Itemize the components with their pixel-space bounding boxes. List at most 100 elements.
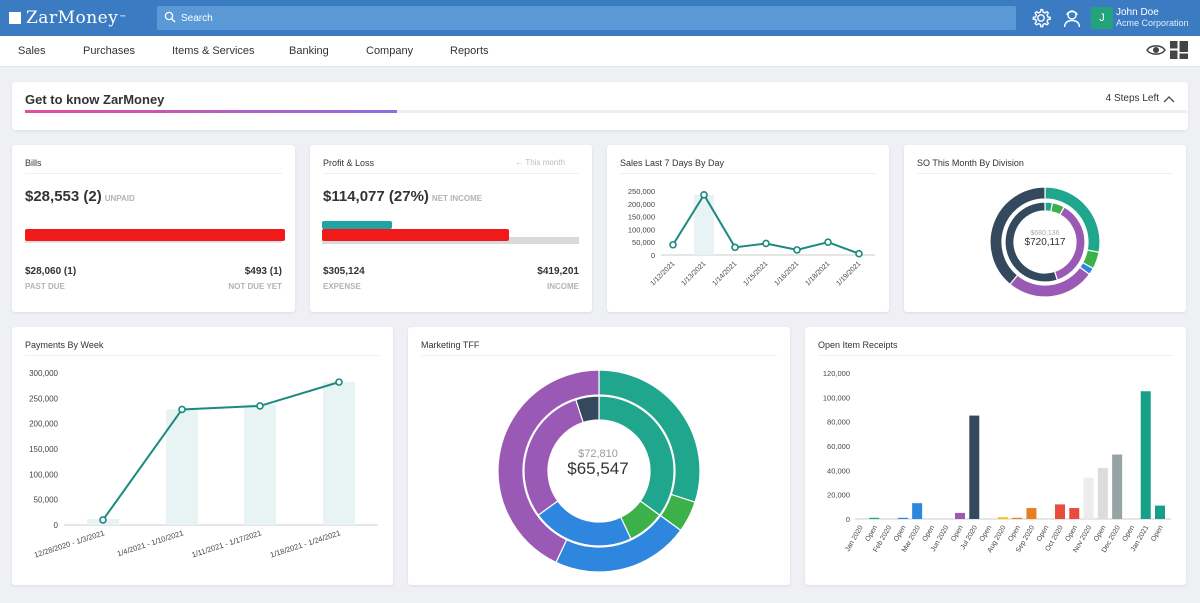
y-tick-label: 120,000	[823, 369, 850, 378]
payments-week-card: Payments By Week 300,000 250,000 200,000 15…	[12, 327, 393, 585]
card-title: SO This Month By Division	[917, 158, 1024, 168]
user-name[interactable]: John Doe	[1116, 7, 1159, 18]
gear-icon[interactable]	[1030, 7, 1052, 29]
x-tick-label: 1/11/2021 - 1/17/2021	[191, 528, 263, 559]
avatar[interactable]: J	[1091, 7, 1113, 29]
bar	[1069, 508, 1080, 519]
x-tick-label: 1/12/2021	[649, 260, 676, 287]
inner-donut-slice	[575, 395, 600, 424]
highlight-bar	[694, 194, 714, 255]
card-title: Sales Last 7 Days By Day	[620, 158, 725, 168]
bar	[1012, 517, 1023, 519]
divider	[25, 355, 380, 356]
bar	[955, 512, 965, 519]
x-tick-label: Open	[922, 524, 937, 542]
bar	[1140, 391, 1151, 519]
y-tick-label: 60,000	[827, 442, 850, 451]
nav-company[interactable]: Company	[366, 45, 414, 57]
expense-label: EXPENSE	[323, 282, 361, 291]
y-tick-label: 100,000	[823, 393, 850, 402]
y-tick-label: 150,000	[29, 445, 58, 454]
x-tick-label: 1/18/2021 - 1/24/2021	[269, 528, 342, 559]
card-title: Bills	[25, 158, 42, 168]
get-to-know-panel[interactable]: Get to know ZarMoney 4 Steps Left	[12, 82, 1188, 130]
nav-items-services[interactable]: Items & Services	[172, 45, 255, 57]
search-icon	[164, 11, 176, 23]
steps-left[interactable]: 4 Steps Left	[1105, 93, 1159, 104]
eye-icon[interactable]	[1146, 43, 1166, 57]
card-title: Profit & Loss	[323, 158, 375, 168]
data-point	[824, 238, 832, 246]
past-due-label: PAST DUE	[25, 282, 65, 291]
x-tick-label: Open	[950, 524, 965, 542]
x-tick-label: 1/19/2021	[835, 260, 862, 287]
x-tick-label: Open	[1007, 524, 1022, 542]
donut-primary-value: $720,117	[1024, 237, 1066, 248]
period-selector[interactable]: ← This month	[515, 158, 565, 167]
get-to-know-title: Get to know ZarMoney	[25, 92, 165, 107]
y-tick-label: 0	[846, 515, 850, 524]
data-point	[731, 243, 739, 252]
data-point	[762, 239, 770, 248]
so-division-donut	[989, 186, 1101, 298]
data-point	[700, 191, 708, 199]
outer-donut-slice	[497, 369, 600, 564]
divider	[917, 173, 1173, 174]
x-tick-label: Open	[893, 524, 908, 542]
y-tick-label: 200,000	[29, 420, 58, 429]
bills-unpaid-amount: $28,553 (2) UNPAID	[25, 188, 135, 205]
y-tick-label: 0	[651, 251, 655, 260]
bills-past-due-bar	[25, 229, 286, 241]
data-point	[256, 402, 264, 410]
bar	[997, 517, 1008, 519]
expense-bar	[322, 229, 509, 241]
donut-primary-value: $65,547	[567, 459, 629, 478]
x-tick-label: 1/18/2021	[804, 260, 831, 287]
bills-unpaid-label: UNPAID	[104, 194, 135, 203]
nav-purchases[interactable]: Purchases	[83, 45, 135, 57]
data-point	[178, 405, 186, 414]
x-tick-label: Open	[1093, 524, 1108, 542]
bar	[1083, 477, 1094, 519]
bar	[244, 404, 276, 525]
so-division-card: SO This Month By Division $680,136 $720,…	[904, 145, 1186, 312]
open-receipts-card: Open Item Receipts 120,000 100,000 80,000 6…	[805, 327, 1186, 585]
user-support-icon[interactable]	[1061, 7, 1083, 29]
net-income-amount: $114,077 (27%) NET INCOME	[323, 188, 483, 205]
income-label: INCOME	[547, 282, 579, 291]
divider	[323, 173, 579, 174]
nav-banking[interactable]: Banking	[289, 45, 329, 57]
dashboard-layout-icon[interactable]	[1170, 41, 1188, 59]
y-tick-label: 200,000	[628, 200, 655, 209]
bills-card: Bills $28,553 (2) UNPAID $28,060 (1) PAST…	[12, 145, 295, 312]
inner-donut-slice	[1004, 201, 1059, 283]
x-tick-label: Open	[1036, 524, 1051, 542]
x-tick-label: Open	[979, 524, 994, 542]
nav-sales[interactable]: Sales	[18, 45, 46, 57]
x-tick-label: 1/4/2021 - 1/10/2021	[116, 528, 185, 558]
user-organization: Acme Corporation	[1116, 18, 1189, 28]
expense-amount: $305,124	[323, 266, 365, 277]
app-logo[interactable]: ZarMoney ™	[9, 8, 127, 28]
marketing-tff-donut	[497, 369, 701, 573]
chevron-up-icon[interactable]	[1163, 95, 1175, 103]
x-tick-label: 1/13/2021	[680, 260, 707, 287]
donut-secondary-value: $72,810	[578, 448, 618, 460]
profit-loss-card: Profit & Loss ← This month $114,077 (27%…	[310, 145, 592, 312]
divider	[620, 173, 876, 174]
logo-mark	[9, 12, 21, 24]
card-title: Marketing TFF	[421, 340, 480, 350]
marketing-tff-card: Marketing TFF $72,810 $65,547	[408, 327, 790, 585]
payments-week-chart: 300,000 250,000 200,000 150,000 100,000 50,00…	[29, 369, 378, 560]
y-tick-label: 20,000	[827, 491, 850, 500]
bar	[1055, 504, 1065, 519]
net-income-label: NET INCOME	[431, 194, 483, 203]
search-input[interactable]	[181, 6, 1001, 30]
x-tick-label: 1/15/2021	[742, 260, 769, 287]
nav-reports[interactable]: Reports	[450, 45, 489, 57]
search-bar[interactable]	[157, 6, 1016, 30]
y-tick-label: 100,000	[29, 470, 58, 479]
not-due-amount: $493 (1)	[244, 266, 282, 277]
y-tick-label: 100,000	[628, 225, 655, 234]
sales-7-days-card: Sales Last 7 Days By Day 250,000 200,000 1…	[607, 145, 889, 312]
